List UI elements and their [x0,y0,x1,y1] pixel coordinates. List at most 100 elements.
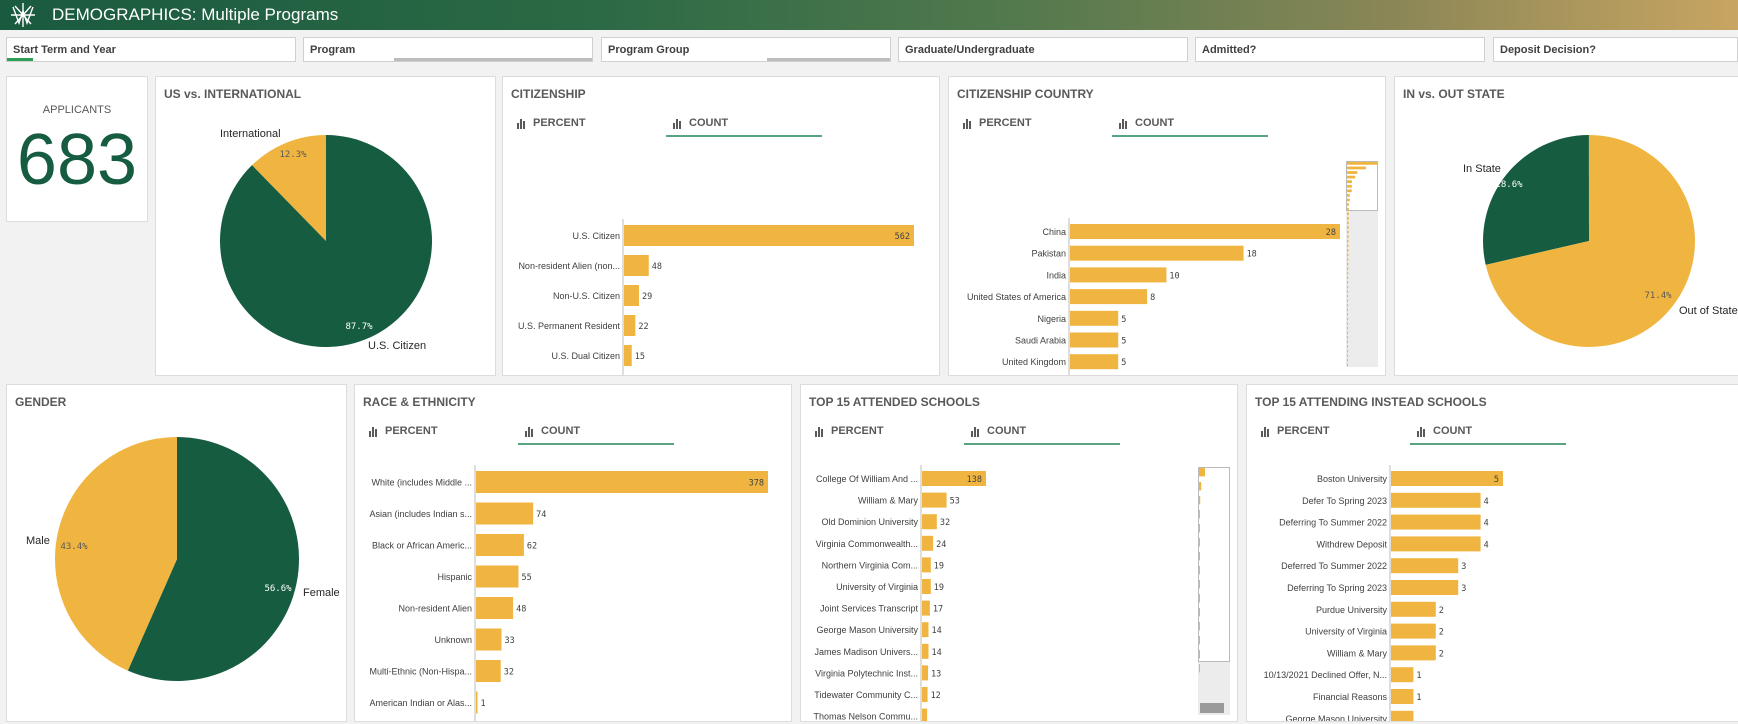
citizenship-bar-chart[interactable]: U.S. Citizen 562 Non-resident Alien (non..… [503,147,940,376]
bar-category-label: William & Mary [858,496,918,506]
tab-percent[interactable]: PERCENT [815,425,884,437]
bar[interactable] [1391,710,1414,722]
bar[interactable] [1070,267,1167,283]
minichart-bar [1199,552,1200,561]
pie-slice[interactable] [251,135,326,241]
instead-bar-chart[interactable]: Boston University 5 Defer To Spring 2023 4 D… [1247,457,1738,722]
kpi-value: 683 [16,120,138,200]
bar[interactable] [922,600,930,616]
bar-chart-icon [517,118,525,129]
filter-grad-undergrad[interactable]: Graduate/Undergraduate [898,37,1188,62]
bar[interactable] [922,643,929,659]
filter-start-term[interactable]: Start Term and Year [6,37,296,62]
bar[interactable] [1070,224,1340,239]
bar[interactable] [1391,492,1481,508]
bar-value-label: 53 [950,497,960,507]
applicants-kpi[interactable]: APPLICANTS 683 [6,76,148,222]
tab-percent[interactable]: PERCENT [1261,425,1330,437]
us-vs-international-panel[interactable]: US vs. INTERNATIONAL 12.3% International 8… [155,76,496,376]
bar[interactable] [922,557,931,573]
minichart-bar [1347,162,1377,165]
country-bar-chart[interactable]: China 28 Pakistan 18 India 10 United States of… [949,147,1386,375]
pie-slice[interactable] [220,135,432,347]
bar[interactable] [624,225,914,246]
scrollbar-handle[interactable] [1200,703,1224,713]
bar[interactable] [476,597,514,619]
tab-percent[interactable]: PERCENT [517,117,586,129]
chart-scrollbar[interactable] [1198,467,1230,715]
bar[interactable] [1391,536,1481,552]
bar[interactable] [476,471,768,493]
bar[interactable] [1070,310,1119,326]
bar[interactable] [922,514,937,530]
filter-program-group[interactable]: Program Group [601,37,891,62]
tab-count[interactable]: COUNT [525,425,580,437]
bar[interactable] [922,708,928,722]
in-vs-out-state-panel[interactable]: IN vs. OUT STATE 28.6% In State 71.4% Out o… [1394,76,1738,376]
tab-count[interactable]: COUNT [673,117,728,129]
minichart-bar [1347,221,1349,225]
bar[interactable] [476,691,478,714]
bar[interactable] [922,471,986,486]
bar[interactable] [1391,645,1436,661]
attending-instead-panel[interactable]: TOP 15 ATTENDING INSTEAD SCHOOLS PERCENT… [1246,384,1738,722]
bar[interactable] [1070,332,1119,348]
pie-slice[interactable] [127,437,300,681]
chart-scrollbar[interactable] [1346,161,1378,367]
gender-pie-chart[interactable]: 56.6% Female 43.4% Male [7,385,347,722]
bar[interactable] [476,565,519,588]
bar[interactable] [922,622,929,638]
bar[interactable] [1070,289,1148,305]
attended-bar-chart[interactable]: College Of William And ... 138 William & M… [801,457,1238,722]
filter-deposit-decision[interactable]: Deposit Decision? [1493,37,1738,62]
bar[interactable] [922,535,934,551]
pie-slice[interactable] [1483,135,1589,265]
scrollbar-thumb[interactable] [1198,467,1230,662]
bar[interactable] [476,534,524,556]
bar[interactable] [1391,623,1436,639]
bar-category-label: India [1046,270,1066,280]
pie-slice[interactable] [55,437,177,671]
tab-percent[interactable]: PERCENT [963,117,1032,129]
bar[interactable] [1391,667,1414,683]
attended-schools-panel[interactable]: TOP 15 ATTENDED SCHOOLS PERCENT COUNT Co… [800,384,1238,722]
bar[interactable] [624,285,639,306]
bar[interactable] [922,492,947,508]
bar[interactable] [1070,354,1119,370]
filter-program[interactable]: Program [303,37,593,62]
tab-count[interactable]: COUNT [971,425,1026,437]
bar[interactable] [624,315,636,336]
bar[interactable] [1391,580,1459,595]
university-logo-icon[interactable] [8,0,38,30]
bar-chart-icon [525,426,533,437]
pie-slice[interactable] [1485,135,1695,347]
filter-label: Start Term and Year [13,44,116,56]
minichart-bar [1199,524,1200,533]
tab-count[interactable]: COUNT [1119,117,1174,129]
bar[interactable] [624,345,632,366]
bar[interactable] [1391,558,1459,574]
filter-admitted[interactable]: Admitted? [1195,37,1485,62]
bar[interactable] [476,660,501,682]
bar[interactable] [1070,245,1244,261]
bar[interactable] [1391,514,1481,530]
gender-panel[interactable]: GENDER 56.6% Female 43.4% Male [6,384,347,722]
us-intl-pie-chart[interactable]: 12.3% International 87.7% U.S. Citizen [156,77,496,376]
bar[interactable] [922,579,931,594]
bar[interactable] [476,502,534,525]
bar[interactable] [476,628,502,651]
bar[interactable] [1391,689,1414,704]
bar[interactable] [922,665,929,681]
bar[interactable] [1391,601,1436,617]
tab-count[interactable]: COUNT [1417,425,1472,437]
bar[interactable] [624,375,626,376]
race-bar-chart[interactable]: White (includes Middle ... 378 Asian (incl… [355,453,792,722]
tab-percent[interactable]: PERCENT [369,425,438,437]
bar[interactable] [922,687,928,702]
instate-pie-chart[interactable]: 28.6% In State 71.4% Out of State [1395,77,1738,376]
race-ethnicity-panel[interactable]: RACE & ETHNICITY PERCENT COUNT White (in… [354,384,792,722]
bar[interactable] [624,255,649,276]
citizenship-country-panel[interactable]: CITIZENSHIP COUNTRY PERCENT COUNT China 2… [948,76,1386,376]
bar[interactable] [1391,471,1503,486]
citizenship-panel[interactable]: CITIZENSHIP PERCENT COUNT U.S. Citizen 56… [502,76,940,376]
